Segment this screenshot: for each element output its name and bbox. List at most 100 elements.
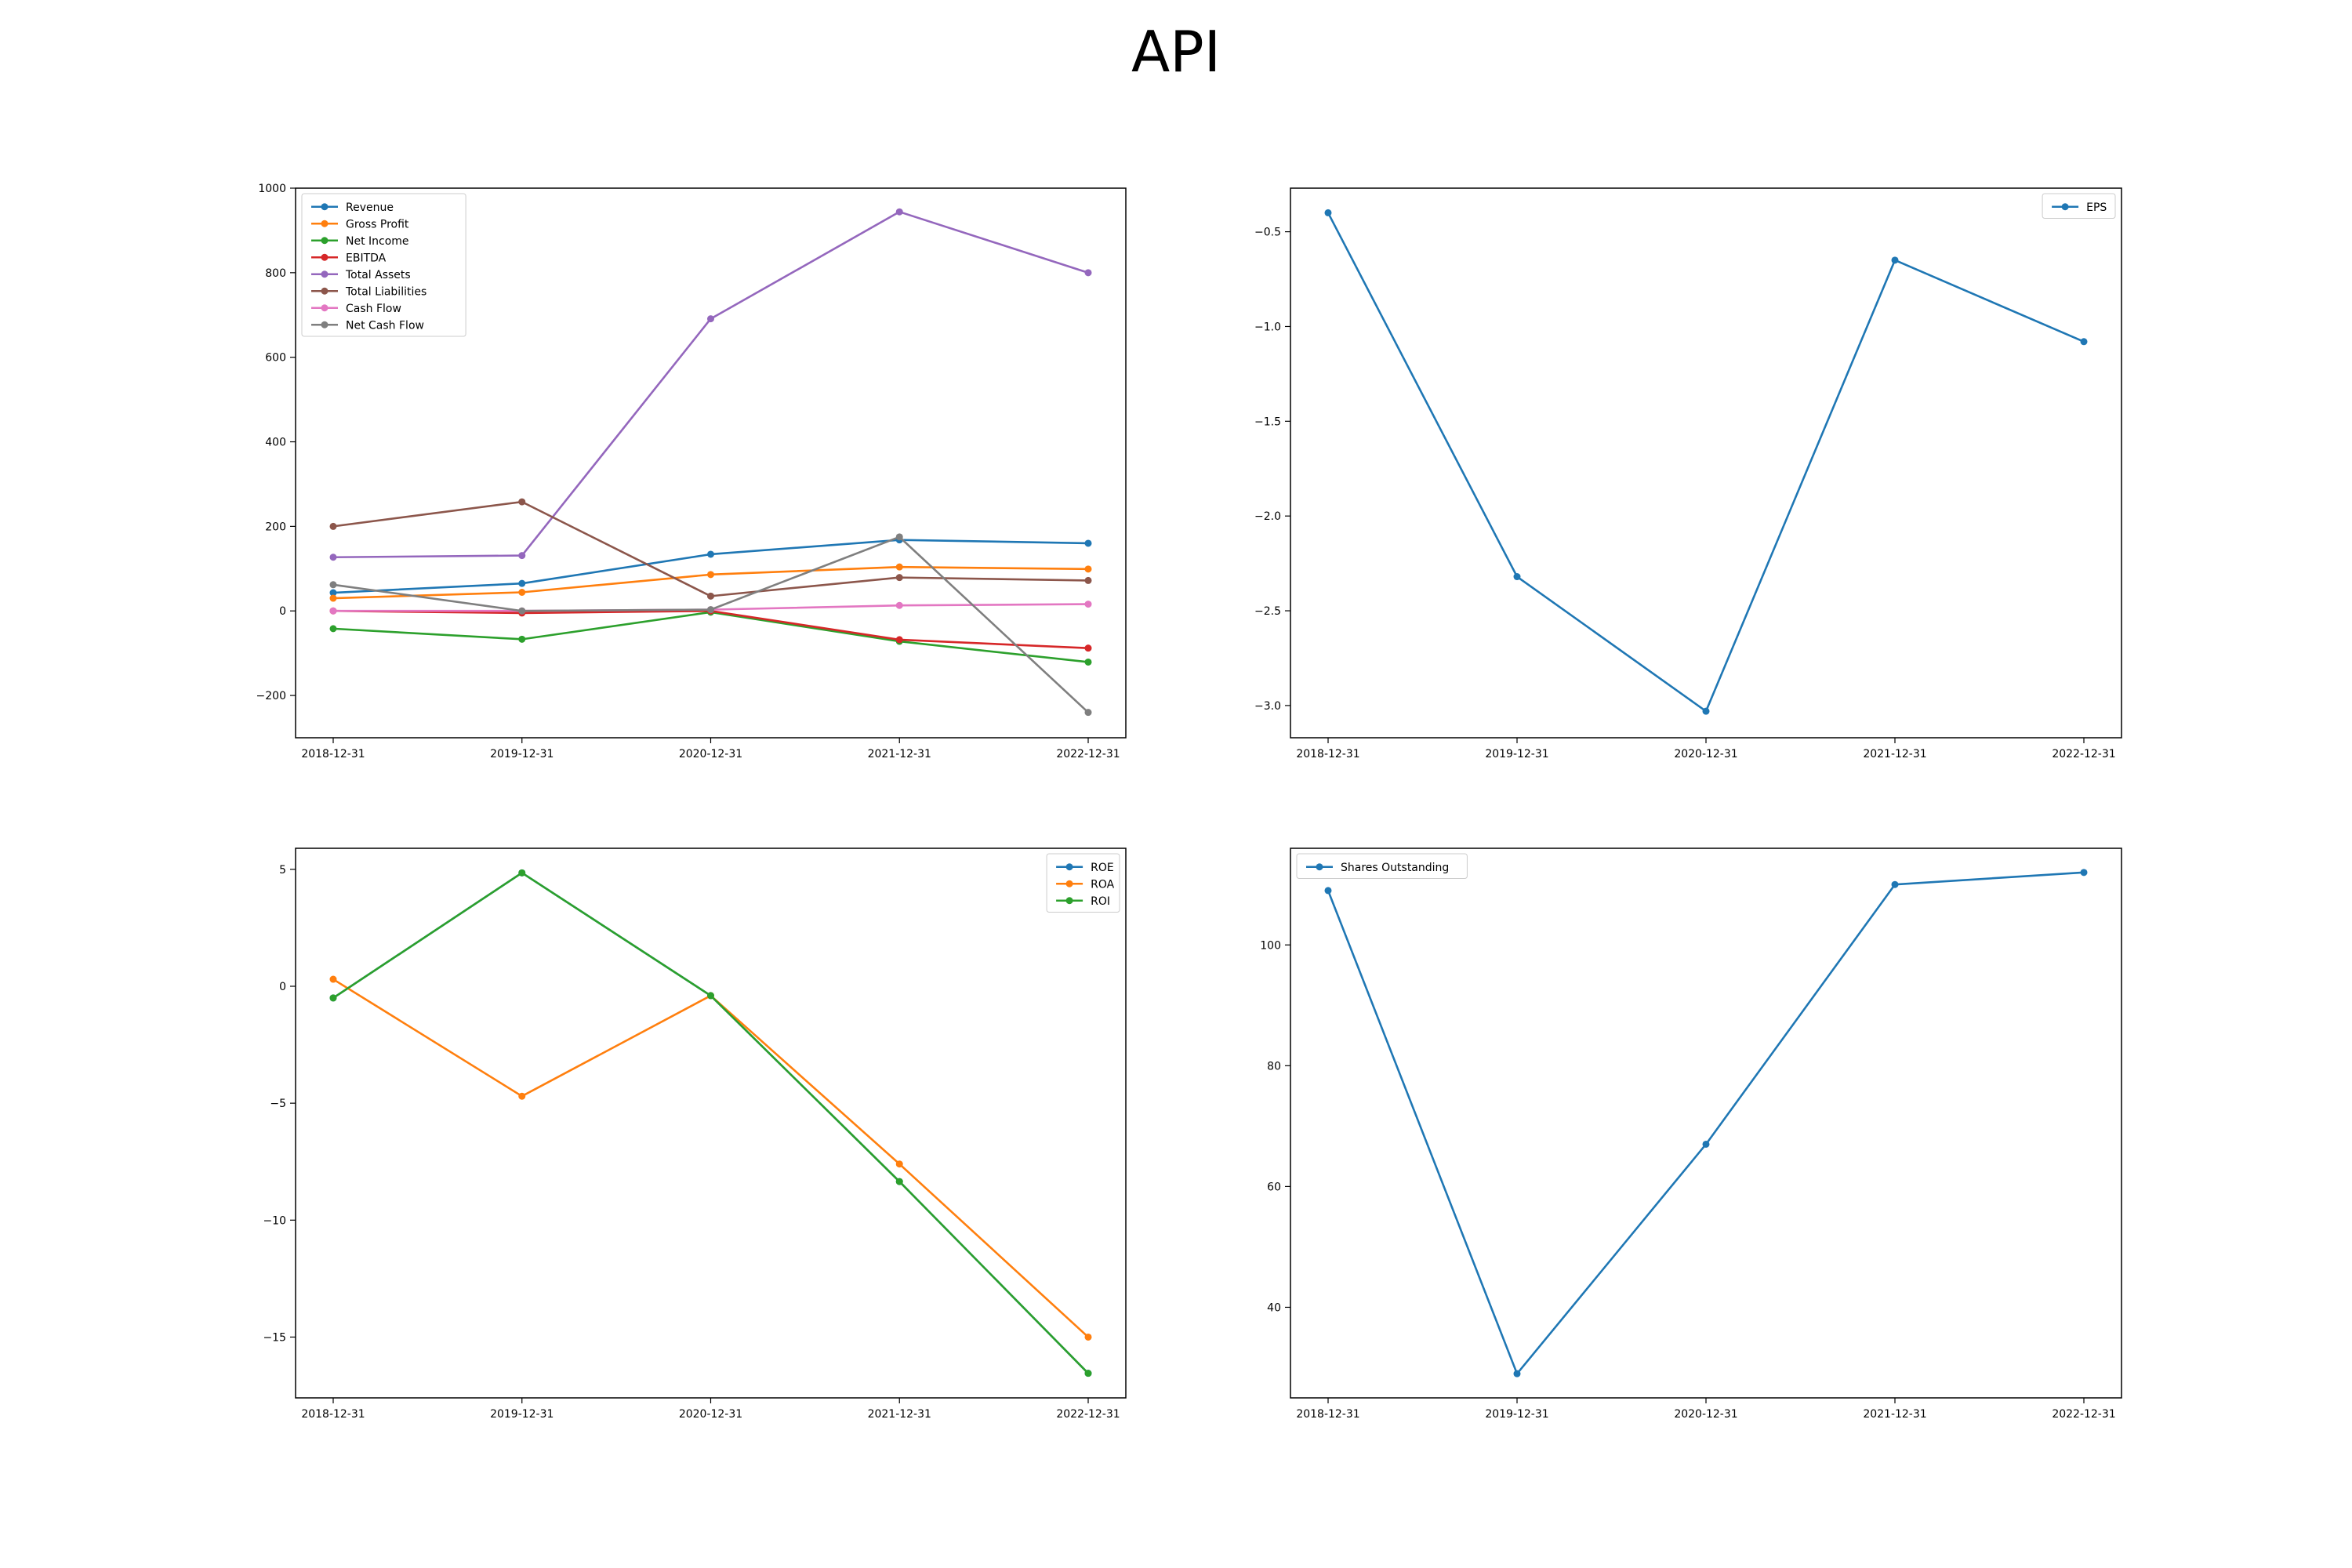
legend-frame [2042, 193, 2116, 219]
legend-frame [1046, 853, 1120, 913]
y-tick-label: 800 [265, 267, 286, 280]
x-tick-label: 2018-12-31 [1296, 1408, 1359, 1421]
legend-label-cash-flow: Cash Flow [346, 303, 401, 315]
data-point-shares-outstanding [1513, 1370, 1521, 1377]
data-point-eps [2080, 338, 2088, 346]
y-tick-label: −200 [256, 690, 286, 702]
series-line-roa [332, 978, 1089, 1338]
legend-label-net-income: Net Income [346, 235, 409, 248]
data-point-shares-outstanding [2080, 869, 2088, 877]
plot-frame [1290, 848, 2122, 1399]
y-tick-label: 80 [1267, 1060, 1281, 1073]
data-point-total-liabilities [895, 574, 903, 582]
legend-marker-net-income [321, 237, 328, 245]
legend-marker-net-cash-flow [321, 321, 328, 328]
y-tick-label: 1000 [258, 183, 286, 195]
x-tick-label: 2019-12-31 [1485, 1408, 1548, 1421]
chart-eps: 2018-12-31 2019-12-31 2020-12-31 2021-12-31… [1254, 187, 2122, 760]
x-tick-label: 2019-12-31 [490, 748, 554, 760]
data-point-gross-profit [518, 589, 526, 597]
data-point-total-assets [518, 552, 526, 560]
x-tick-label: 2018-12-31 [301, 1408, 365, 1421]
legend-marker-shares-outstanding [1316, 863, 1323, 871]
data-point-roa [518, 1092, 526, 1100]
figure-title: API [1131, 19, 1221, 85]
data-point-total-liabilities [1084, 576, 1092, 584]
x-tick-label: 2021-12-31 [868, 748, 931, 760]
y-tick-label: −1.5 [1254, 416, 1281, 428]
series-line-net-income [332, 611, 1089, 663]
data-point-gross-profit [707, 571, 714, 579]
legend-marker-gross-profit [321, 220, 328, 227]
legend-marker-roe [1065, 863, 1073, 871]
data-point-net-cash-flow [329, 581, 337, 589]
data-point-revenue [518, 579, 526, 587]
series-line-revenue [332, 539, 1089, 594]
legend-marker-ebitda [321, 253, 328, 261]
legend-label-total-liabilities: Total Liabilities [345, 285, 426, 298]
y-tick-label: 600 [265, 352, 286, 365]
y-tick-label: 5 [279, 864, 286, 877]
x-tick-label: 2020-12-31 [679, 1408, 742, 1421]
x-tick-label: 2021-12-31 [1863, 1408, 1926, 1421]
y-tick-label: 200 [265, 521, 286, 533]
x-tick-label: 2018-12-31 [301, 748, 365, 760]
legend-marker-total-assets [321, 270, 328, 278]
x-tick-label: 2022-12-31 [1056, 748, 1120, 760]
data-point-roi [329, 994, 337, 1002]
data-point-revenue [707, 550, 714, 558]
chart-shares: 2018-12-31 2019-12-31 2020-12-31 2021-12-31… [1260, 848, 2122, 1421]
data-point-roa [895, 1160, 903, 1168]
legend-label-roi: ROI [1091, 895, 1110, 908]
y-tick-label: 100 [1260, 939, 1281, 952]
data-point-eps [1891, 256, 1899, 264]
y-tick-label: −5 [270, 1098, 286, 1110]
series-line-net-cash-flow [332, 535, 1089, 713]
series-line-roe [332, 872, 1089, 1374]
legend-label-roe: ROE [1091, 862, 1114, 874]
data-point-total-liabilities [707, 592, 714, 600]
y-tick-label: −3.0 [1254, 700, 1281, 713]
data-point-roi [518, 869, 526, 877]
x-tick-label: 2022-12-31 [2052, 748, 2115, 760]
x-tick-label: 2019-12-31 [1485, 748, 1548, 760]
data-point-total-assets [329, 554, 337, 561]
data-point-roi [1084, 1370, 1092, 1377]
legend-frame [1296, 853, 1468, 879]
data-point-eps [1702, 707, 1710, 715]
data-point-total-assets [1084, 269, 1092, 277]
legend-label-ebitda: EBITDA [346, 252, 387, 264]
data-point-total-liabilities [329, 522, 337, 530]
data-point-gross-profit [895, 563, 903, 571]
data-point-cash-flow [1084, 601, 1092, 608]
legend: Revenue Gross Profit Net Income EBITDA Total… [301, 193, 466, 337]
y-tick-label: 0 [279, 605, 286, 618]
data-point-shares-outstanding [1702, 1140, 1710, 1148]
data-point-ebitda [1084, 644, 1092, 652]
legend-marker-roi [1065, 897, 1073, 905]
y-tick-label: 60 [1267, 1181, 1281, 1193]
data-point-cash-flow [895, 601, 903, 609]
legend-marker-roa [1065, 880, 1073, 887]
x-tick-label: 2019-12-31 [490, 1408, 554, 1421]
data-point-eps [1324, 209, 1332, 216]
x-tick-label: 2020-12-31 [1674, 748, 1737, 760]
x-tick-label: 2022-12-31 [1056, 1408, 1120, 1421]
y-tick-label: −1.0 [1254, 321, 1281, 333]
data-point-eps [1513, 573, 1521, 581]
data-point-roi [895, 1178, 903, 1185]
data-point-net-income [1084, 658, 1092, 666]
legend-label-roa: ROA [1091, 878, 1115, 891]
legend-marker-cash-flow [321, 304, 328, 312]
legend: ROE ROA ROI [1046, 853, 1120, 913]
data-point-total-liabilities [518, 498, 526, 506]
data-point-net-cash-flow [895, 533, 903, 541]
y-tick-label: −2.5 [1254, 605, 1281, 618]
data-point-roa [1084, 1333, 1092, 1341]
data-point-shares-outstanding [1891, 880, 1899, 888]
y-tick-label: 400 [265, 437, 286, 449]
legend-label-gross-profit: Gross Profit [346, 218, 409, 230]
x-tick-label: 2022-12-31 [2052, 1408, 2115, 1421]
legend-marker-total-liabilities [321, 287, 328, 295]
x-tick-label: 2021-12-31 [1863, 748, 1926, 760]
